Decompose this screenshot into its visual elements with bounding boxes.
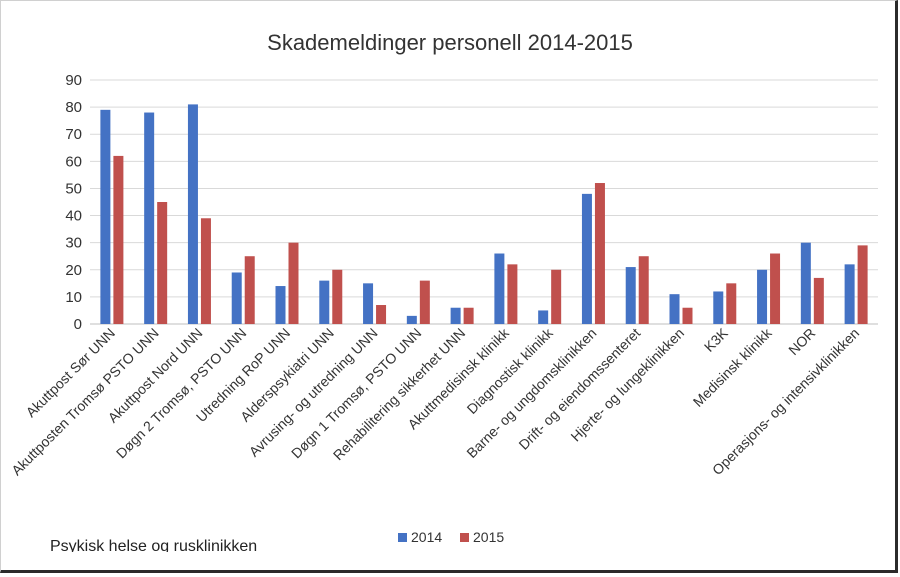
bar-2015 xyxy=(157,202,168,324)
bar-2015 xyxy=(419,280,430,324)
y-tick-label: 50 xyxy=(65,180,82,197)
y-tick-label: 10 xyxy=(65,289,82,306)
bar-2015 xyxy=(332,269,343,324)
bar-2015 xyxy=(682,307,693,324)
bar-2014 xyxy=(363,283,374,324)
legend-label-2014: 2014 xyxy=(411,529,442,545)
y-tick-label: 90 xyxy=(65,72,82,89)
legend-label-2015: 2015 xyxy=(473,529,504,545)
bar-2014 xyxy=(406,315,417,324)
bar-2015 xyxy=(594,183,605,324)
bar-2015 xyxy=(551,269,562,324)
bar-2015 xyxy=(244,256,255,324)
bar-2015 xyxy=(770,253,781,324)
bar-2015 xyxy=(726,283,737,324)
bar-2015 xyxy=(507,264,518,324)
bar-2014 xyxy=(494,253,505,324)
y-axis-ticks: 0 10 20 30 40 50 60 70 80 90 xyxy=(65,72,82,333)
bar-2015 xyxy=(857,245,868,324)
bar-2015 xyxy=(200,218,211,324)
bar-2014 xyxy=(187,104,198,325)
bar-2015 xyxy=(638,256,649,324)
bar-2014 xyxy=(669,294,680,324)
bar-2015 xyxy=(113,155,124,324)
bar-2014 xyxy=(538,310,549,324)
x-tick-label: Medisinsk klinikk xyxy=(690,324,776,410)
bar-2014 xyxy=(100,109,111,324)
bar-2014 xyxy=(275,286,286,324)
bar-2014 xyxy=(757,269,768,324)
y-tick-label: 30 xyxy=(65,235,82,252)
bar-2014 xyxy=(625,267,636,324)
bar-2014 xyxy=(231,272,242,324)
legend-swatch-2015 xyxy=(460,533,469,542)
bar-2014 xyxy=(713,291,724,324)
bar-2014 xyxy=(581,193,592,324)
bar-2014 xyxy=(450,307,461,324)
bar-2014 xyxy=(800,242,811,324)
legend: 2014 2015 xyxy=(398,529,504,545)
y-tick-label: 20 xyxy=(65,262,82,279)
bar-2015 xyxy=(813,277,824,324)
bar-2014 xyxy=(319,280,330,324)
y-tick-label: 70 xyxy=(65,126,82,143)
legend-swatch-2014 xyxy=(398,533,407,542)
x-tick-label: NOR xyxy=(785,325,818,358)
x-tick-label: K3K xyxy=(701,324,731,354)
bar-2014 xyxy=(144,112,155,325)
chart-title: Skademeldinger personell 2014-2015 xyxy=(267,30,633,55)
bars xyxy=(100,104,868,325)
bar-2014 xyxy=(844,264,855,324)
footnote: Psykisk helse og rusklinikken xyxy=(50,538,258,552)
y-tick-label: 0 xyxy=(74,316,82,333)
y-tick-label: 40 xyxy=(65,208,82,225)
gridlines xyxy=(90,79,878,325)
y-tick-label: 80 xyxy=(65,99,82,116)
bar-2015 xyxy=(463,307,474,324)
y-tick-label: 60 xyxy=(65,153,82,170)
bar-2015 xyxy=(376,305,387,324)
bar-2015 xyxy=(288,242,299,324)
